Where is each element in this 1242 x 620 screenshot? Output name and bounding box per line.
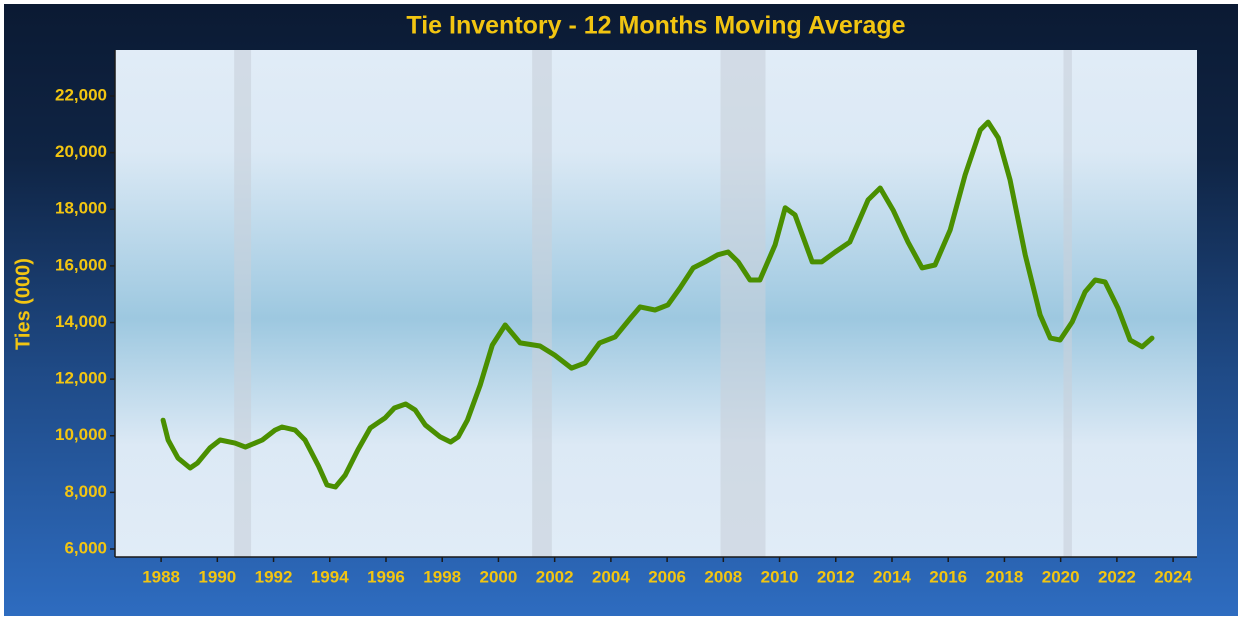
recession-band (1063, 50, 1072, 557)
x-tick-label: 1990 (198, 567, 236, 586)
x-tick-label: 2016 (929, 567, 967, 586)
y-tick-label: 14,000 (55, 312, 107, 331)
x-tick-label: 2022 (1098, 567, 1136, 586)
y-tick-label: 6,000 (64, 538, 107, 557)
x-tick-label: 2014 (873, 567, 911, 586)
x-tick-label: 2000 (480, 567, 518, 586)
x-tick-label: 1996 (367, 567, 405, 586)
recession-band (720, 50, 766, 557)
y-axis-label: Ties (000) (12, 258, 34, 350)
plot-area (115, 50, 1197, 557)
recession-band (532, 50, 552, 557)
x-tick-label: 2010 (761, 567, 799, 586)
chart-title: Tie Inventory - 12 Months Moving Average (406, 12, 905, 40)
y-tick-label: 8,000 (64, 482, 107, 501)
data-line (160, 119, 1155, 490)
x-tick-label: 2006 (648, 567, 686, 586)
x-tick-label: 2008 (704, 567, 742, 586)
x-tick-label: 1994 (311, 567, 349, 586)
y-tick-label: 10,000 (55, 425, 107, 444)
y-tick-label: 12,000 (55, 369, 107, 388)
recession-band (234, 50, 252, 557)
x-tick-label: 1988 (142, 567, 180, 586)
y-tick-label: 16,000 (55, 255, 107, 274)
x-tick-label: 2020 (1042, 567, 1080, 586)
x-tick-label: 1998 (423, 567, 461, 586)
x-tick-label: 2004 (592, 567, 630, 586)
x-tick-label: 2024 (1154, 567, 1192, 586)
y-tick-label: 20,000 (55, 142, 107, 161)
y-tick-label: 22,000 (55, 85, 107, 104)
x-tick-label: 2002 (536, 567, 574, 586)
x-tick-label: 1992 (255, 567, 293, 586)
x-tick-label: 2018 (986, 567, 1024, 586)
y-tick-label: 18,000 (55, 199, 107, 218)
x-tick-label: 2012 (817, 567, 855, 586)
